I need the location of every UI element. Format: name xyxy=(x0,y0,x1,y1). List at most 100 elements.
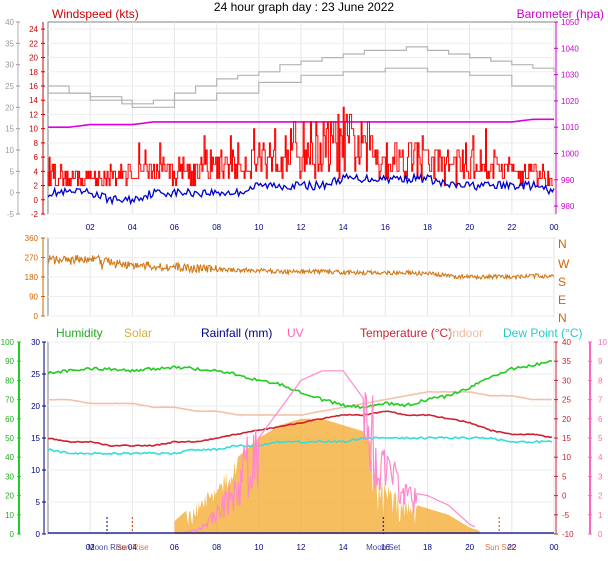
outer-tick-label: 10 xyxy=(5,146,14,155)
compass-label: E xyxy=(558,293,566,307)
uv-tick-label: 6 xyxy=(598,415,603,424)
uv-tick-label: 10 xyxy=(598,338,607,347)
outer-tick-label: -5 xyxy=(7,210,15,219)
hour-tick-label: 20 xyxy=(465,223,474,232)
humidity-tick-label: 20 xyxy=(5,492,14,501)
dewpoint-label: Dew Point (°C) xyxy=(503,326,582,340)
hour-tick-label: 00 xyxy=(550,543,559,552)
solar-label: Solar xyxy=(124,326,152,340)
indoor-label: Indoor xyxy=(449,326,483,340)
temp-tick-label: 0 xyxy=(562,492,567,501)
windspeed-label: Windspeed (kts) xyxy=(52,7,139,21)
outer-tick-label: 20 xyxy=(5,103,14,112)
outer-tick-label: 5 xyxy=(10,167,15,176)
wind-tick-label: 2 xyxy=(34,182,39,191)
outer-tick-label: 15 xyxy=(5,125,14,134)
wind-tick-label: 16 xyxy=(29,82,38,91)
hour-tick-label: 18 xyxy=(423,223,432,232)
temp-tick-label: 40 xyxy=(562,338,571,347)
rain-tick-label: 10 xyxy=(31,466,40,475)
wind-tick-label: 0 xyxy=(34,196,39,205)
humidity-tick-label: 70 xyxy=(5,396,14,405)
outer-tick-label: 40 xyxy=(5,18,14,27)
humidity-tick-label: 80 xyxy=(5,376,14,385)
hour-tick-label: 08 xyxy=(212,543,221,552)
humidity-line xyxy=(47,359,553,410)
event-label: Moon Rise xyxy=(88,543,127,552)
outer-tick-label: 25 xyxy=(5,82,14,91)
barometer-line xyxy=(48,118,554,128)
baro-tick-label: 1040 xyxy=(561,44,579,53)
uv-tick-label: 8 xyxy=(598,376,603,385)
hour-tick-label: 10 xyxy=(254,223,263,232)
baro-tick-label: 1050 xyxy=(561,18,579,27)
uv-tick-label: 3 xyxy=(598,472,603,481)
hour-tick-label: 10 xyxy=(254,543,263,552)
hour-tick-label: 08 xyxy=(212,223,221,232)
hour-tick-label: 04 xyxy=(128,543,137,552)
temp-tick-label: 10 xyxy=(562,453,571,462)
humidity-tick-label: 0 xyxy=(10,530,15,539)
hour-tick-label: 16 xyxy=(381,223,390,232)
wind-tick-label: 24 xyxy=(29,25,38,34)
event-label: Sun Set xyxy=(485,543,514,552)
humidity-tick-label: 10 xyxy=(5,511,14,520)
wind-tick-label: 12 xyxy=(29,110,38,119)
chart-title: 24 hour graph day : 23 June 2022 xyxy=(214,0,394,14)
baro-trace-line xyxy=(48,46,555,105)
dir-tick-label: 90 xyxy=(29,293,38,302)
event-label: Moon Set xyxy=(366,543,401,552)
baro-tick-label: 1030 xyxy=(561,71,579,80)
hour-tick-label: 06 xyxy=(170,543,179,552)
uv-tick-label: 9 xyxy=(598,357,603,366)
hour-tick-label: 20 xyxy=(465,543,474,552)
wind-tick-label: 14 xyxy=(29,96,38,105)
humidity-tick-label: 100 xyxy=(1,338,15,347)
rain-tick-label: 20 xyxy=(31,402,40,411)
humidity-tick-label: 90 xyxy=(5,357,14,366)
uv-tick-label: 7 xyxy=(598,396,603,405)
hour-tick-label: 12 xyxy=(297,543,306,552)
temperature-line xyxy=(48,410,552,448)
compass-label: N xyxy=(558,311,567,325)
humidity-tick-label: 30 xyxy=(5,472,14,481)
baro-tick-label: 1010 xyxy=(561,123,579,132)
hour-tick-label: 02 xyxy=(86,223,95,232)
baro-tick-label: 990 xyxy=(561,176,575,185)
uv-tick-label: 0 xyxy=(598,530,603,539)
humidity-tick-label: 50 xyxy=(5,434,14,443)
wind-tick-label: 20 xyxy=(29,54,38,63)
dir-tick-label: 0 xyxy=(34,312,39,321)
temperature-label: Temperature (°C) xyxy=(360,326,452,340)
rain-tick-label: 0 xyxy=(36,530,41,539)
rain-tick-label: 25 xyxy=(31,370,40,379)
wind-tick-label: 8 xyxy=(34,139,39,148)
wind-tick-label: 4 xyxy=(34,167,39,176)
baro-tick-label: 1020 xyxy=(561,97,579,106)
hour-tick-label: 14 xyxy=(339,543,348,552)
wind-tick-label: 10 xyxy=(29,125,38,134)
humidity-tick-label: 60 xyxy=(5,415,14,424)
chart-marks: -50510152025303540-202468101214161820222… xyxy=(1,18,608,552)
rain-tick-label: 15 xyxy=(31,434,40,443)
temp-tick-label: 20 xyxy=(562,415,571,424)
baro-tick-label: 980 xyxy=(561,202,575,211)
uv-tick-label: 5 xyxy=(598,434,603,443)
baro-tick-label: 1000 xyxy=(561,150,579,159)
wind-tick-label: -2 xyxy=(31,210,39,219)
uv-tick-label: 2 xyxy=(598,492,603,501)
compass-label: W xyxy=(558,257,570,271)
outer-tick-label: 35 xyxy=(5,39,14,48)
wind-avg-line xyxy=(47,171,555,206)
temp-tick-label: 30 xyxy=(562,376,571,385)
wind-tick-label: 22 xyxy=(29,39,38,48)
event-label: Sun Rise xyxy=(116,543,149,552)
dir-tick-label: 270 xyxy=(25,254,39,263)
dir-tick-label: 180 xyxy=(25,273,39,282)
compass-label: S xyxy=(558,275,566,289)
rainfall-label: Rainfall (mm) xyxy=(201,326,272,340)
baro-trace-line xyxy=(48,67,555,108)
wind-tick-label: 18 xyxy=(29,68,38,77)
